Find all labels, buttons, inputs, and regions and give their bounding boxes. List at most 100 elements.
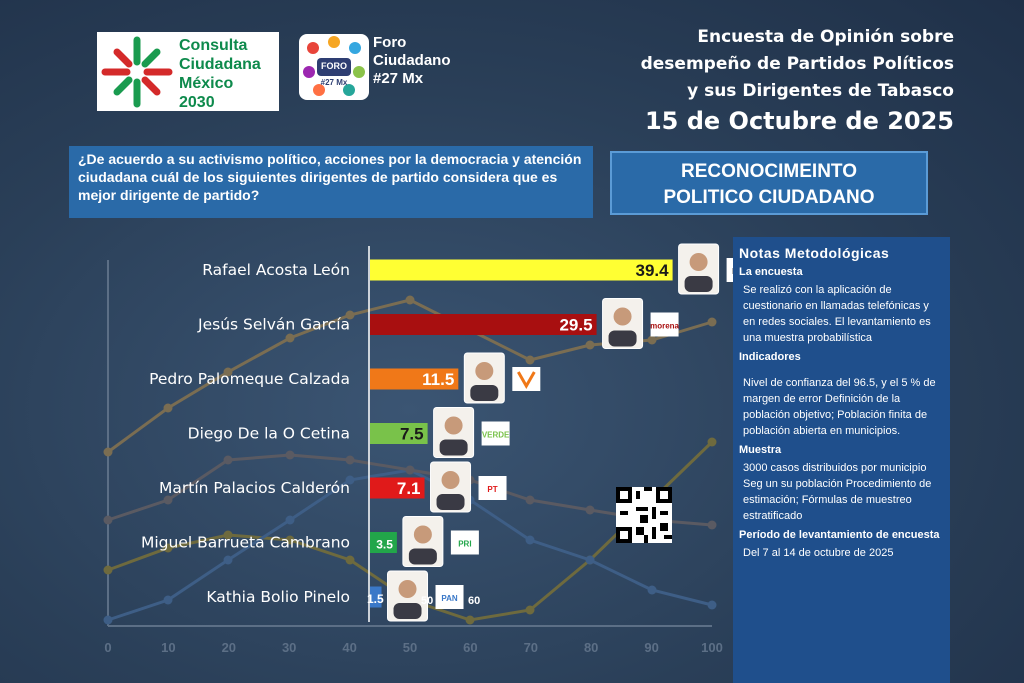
background-trend-point [163,495,173,505]
recognition-banner: RECONOCIMEINTO POLITICO CIUDADANO [610,151,928,215]
background-trend-point [525,605,535,615]
candidate-photo-body [439,439,468,456]
background-trend-point [285,535,295,545]
background-trend-point [285,333,295,343]
background-trend-point [163,543,173,553]
party-logo-icon [478,476,507,500]
notes-heading: La encuesta [739,266,803,278]
background-trend-point [223,367,233,377]
party-logo-icon [726,258,735,282]
data-label: 1.5 [367,592,384,606]
foro-logo: FORO #27 Mx [299,34,369,100]
notes-title: Notas Metodológicas [739,245,890,261]
bar [370,423,428,444]
category-label: Rafael Acosta León [202,261,350,279]
candidate-photo-face [613,307,632,326]
background-trend-point [285,515,295,525]
party-logo-label: PAN [441,594,458,603]
party-logo-label: VERDE [482,431,510,440]
background-trend-point [103,615,113,625]
cross-emblem-icon [101,36,173,108]
background-trend-point [525,355,535,365]
stray-tick-label: 60 [468,595,480,607]
party-logo-icon [450,530,479,555]
survey-title: Encuesta de Opinión sobre desempeño de P… [640,27,954,101]
background-trend-point [585,340,595,350]
candidate-photo-face [398,580,417,598]
candidate-photo-face [441,471,460,489]
background-trend-point [405,295,415,305]
background-trend-point [707,317,717,327]
notes-text: Nivel de confianza del 96.5, y el 5 % de… [743,377,936,437]
category-label: Pedro Palomeque Calzada [149,370,350,388]
background-trend-point [345,455,355,465]
background-tick-label: 30 [282,640,296,655]
stray-tick-label: 50 [421,595,433,607]
candidate-photo-face [475,362,494,380]
notes-text: Se realizó con la aplicación de cuestion… [743,284,931,344]
candidate-photo-body [408,548,437,565]
notes-heading: Indicadores [739,351,801,363]
background-tick-label: 60 [463,640,477,655]
background-trend-point [525,535,535,545]
background-trend-point [585,505,595,515]
background-trend-point [223,530,233,540]
candidate-photo-face [689,253,708,271]
background-tick-label: 40 [342,640,356,655]
candidate-photo-body [608,330,637,347]
candidate-photo-face [444,416,463,435]
background-trend-point [163,403,173,413]
data-label: 39.4 [635,261,669,280]
party-logo-icon [435,585,464,609]
notes-text: Del 7 al 14 de octubre de 2025 [743,547,894,559]
foro-logo-label: FORO [321,61,347,71]
background-tick-label: 90 [644,640,658,655]
background-trend-point [647,585,657,595]
background-trend-point [103,565,113,575]
background-trend-point [647,335,657,345]
background-tick-label: 20 [222,640,236,655]
category-label: Kathia Bolio Pinelo [206,588,350,606]
survey-date: 15 de Octubre de 2025 [644,107,954,135]
background-trend-point [707,520,717,530]
background-tick-label: 70 [524,640,538,655]
background-tick-label: 10 [161,640,175,655]
notes-heading: Período de levantamiento de encuesta [739,529,940,541]
background-trend-point [465,615,475,625]
background-trend-point [345,310,355,320]
background-trend-point [223,455,233,465]
background-trend-point [525,495,535,505]
candidate-photo-body [684,276,713,292]
bar [370,586,382,608]
bar-chart: 0 10 20 30 40 50 60 70 80 90 100 Rafael Acosta León… [103,243,735,655]
data-label: 29.5 [559,316,592,335]
background-tick-label: 100 [701,640,723,655]
background-trend-point [707,437,717,447]
bar [370,314,597,335]
qr-code-icon [616,487,672,543]
data-label: 7.1 [397,479,421,498]
background-trend-point [707,600,717,610]
background-trend-point [223,555,233,565]
party-logo-label: PRI [458,540,471,549]
background-trend-point [345,555,355,565]
logo1-text: Consulta Ciudadana México 2030 [179,37,261,111]
methodology-notes-panel: Notas Metodológicas La encuesta Se reali… [733,237,950,683]
question-box: ¿De acuerdo a su activismo político, acc… [69,146,593,218]
candidate-photo-body [436,494,465,510]
bar [370,532,397,553]
background-trend-point [345,475,355,485]
background-tick-label: 50 [403,640,417,655]
notes-text: 3000 casos distribuidos por municipio Se… [743,462,932,522]
background-trend-point [103,447,113,457]
candidate-photo-body [393,603,422,619]
data-label: 11.5 [422,370,454,389]
data-label: 3.5 [376,538,393,552]
party-logo-mark [517,371,536,390]
foro-ciudadano-text: Foro Ciudadano #27 Mx [373,34,451,87]
party-logo-label: PT [487,485,497,494]
background-trend-point [103,515,113,525]
party-logo-label: morena [650,322,679,331]
bar [370,368,459,390]
background-tick-label: 80 [584,640,598,655]
